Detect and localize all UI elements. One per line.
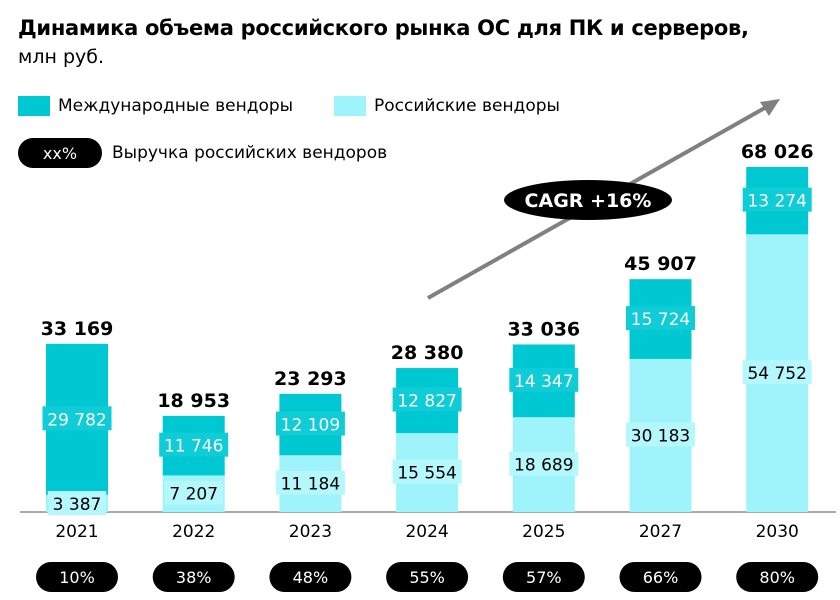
label-russian-2024: 15 554 xyxy=(397,464,456,484)
label-russian-2027: 30 183 xyxy=(631,426,690,446)
label-russian-2021: 3 387 xyxy=(53,495,102,515)
label-russian-2030: 54 752 xyxy=(747,364,806,384)
share-label-2021: 10% xyxy=(59,568,95,587)
share-label-2025: 57% xyxy=(526,568,562,587)
x-tick-2027: 2027 xyxy=(639,522,682,542)
label-international-2030: 13 274 xyxy=(747,192,806,212)
label-international-2021: 29 782 xyxy=(47,410,106,430)
share-label-2024: 55% xyxy=(409,568,445,587)
share-pill-2024 xyxy=(386,562,469,592)
share-pill-2030 xyxy=(736,562,819,592)
total-label-2030: 68 026 xyxy=(741,141,814,163)
legend-share: xx% Выручка российских вендоров xyxy=(18,138,387,168)
legend-international: Международные вендоры xyxy=(18,96,293,116)
share-pill-2023 xyxy=(269,562,352,592)
x-tick-2022: 2022 xyxy=(172,522,215,542)
total-label-2023: 23 293 xyxy=(274,368,347,390)
legend-share-pill: xx% xyxy=(18,138,102,168)
x-tick-2024: 2024 xyxy=(405,522,448,542)
label-international-2024: 12 827 xyxy=(397,392,456,412)
label-international-2025: 14 347 xyxy=(514,372,573,392)
label-bg-international-2021 xyxy=(42,406,112,431)
cagr-badge xyxy=(504,180,672,220)
total-label-2027: 45 907 xyxy=(624,253,697,275)
label-bg-russian-2030 xyxy=(742,360,812,385)
legend-swatch-russian xyxy=(334,96,366,116)
label-bg-international-2022 xyxy=(159,432,229,457)
total-label-2022: 18 953 xyxy=(157,390,230,412)
label-russian-2022: 7 207 xyxy=(169,485,218,505)
chart-title: Динамика объема российского рынка ОС для… xyxy=(18,16,749,40)
legend-share-label: Выручка российских вендоров xyxy=(112,143,388,163)
label-russian-2025: 18 689 xyxy=(514,456,573,476)
share-pill-2022 xyxy=(152,562,235,592)
chart-subtitle: млн руб. xyxy=(18,46,105,68)
label-international-2023: 12 109 xyxy=(281,416,340,436)
legend-russian: Российские вендоры xyxy=(334,96,560,116)
legend-swatch-international xyxy=(18,96,50,116)
label-international-2022: 11 746 xyxy=(164,437,223,457)
x-tick-2021: 2021 xyxy=(55,522,98,542)
share-pill-2021 xyxy=(36,562,118,592)
share-pill-2027 xyxy=(619,562,702,592)
cagr-label: CAGR +16% xyxy=(525,190,652,212)
share-label-2023: 48% xyxy=(293,568,329,587)
label-bg-russian-2025 xyxy=(509,451,579,476)
label-bg-international-2030 xyxy=(742,187,812,212)
label-russian-2023: 11 184 xyxy=(281,475,340,495)
label-bg-international-2024 xyxy=(392,387,462,412)
total-label-2024: 28 380 xyxy=(391,342,464,364)
share-label-2027: 66% xyxy=(643,568,679,587)
label-bg-russian-2024 xyxy=(392,459,462,484)
x-tick-2030: 2030 xyxy=(756,522,799,542)
label-bg-russian-2021 xyxy=(47,491,107,515)
legend-label-international: Международные вендоры xyxy=(58,96,294,116)
share-pill-2025 xyxy=(502,562,585,592)
label-bg-international-2023 xyxy=(275,411,345,436)
total-label-2021: 33 169 xyxy=(41,318,114,340)
share-label-2030: 80% xyxy=(759,568,795,587)
label-bg-russian-2027 xyxy=(626,422,695,447)
share-label-2022: 38% xyxy=(176,568,212,587)
label-bg-russian-2022 xyxy=(164,480,223,505)
legend-label-russian: Российские вендоры xyxy=(374,96,560,116)
x-tick-2025: 2025 xyxy=(522,522,565,542)
label-bg-international-2025 xyxy=(509,367,579,392)
total-label-2025: 33 036 xyxy=(507,318,580,340)
label-bg-international-2027 xyxy=(626,306,695,331)
cagr-arrow-head xyxy=(760,99,780,116)
x-tick-2023: 2023 xyxy=(289,522,332,542)
label-international-2027: 15 724 xyxy=(631,310,690,330)
label-bg-russian-2023 xyxy=(275,470,345,495)
